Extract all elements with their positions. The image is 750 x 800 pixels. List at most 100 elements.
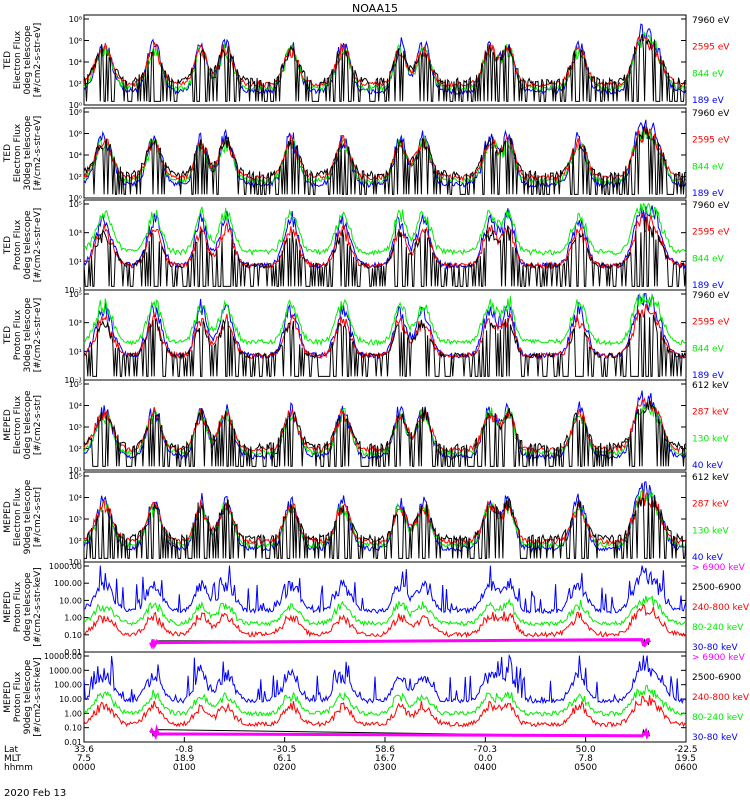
series-red	[83, 303, 687, 360]
legend-red: 2595 eV	[692, 136, 730, 146]
y-tick-label: 10²	[69, 173, 82, 182]
y-tick-label: 10⁻¹	[64, 286, 82, 295]
legend-black: 612 keV	[692, 473, 729, 483]
legend-red: 2595 eV	[692, 228, 730, 238]
y-tick-label: 0.01	[64, 738, 82, 747]
x-tick-label-hhmm: 0000	[73, 763, 96, 773]
x-tick-label-hhmm: 0200	[273, 763, 296, 773]
x-tick-label-hhmm: 0400	[474, 763, 497, 773]
y-tick-label: 10²	[69, 537, 82, 546]
plot-frame	[83, 14, 687, 106]
series-red	[83, 603, 687, 638]
y-tick-label: 10²	[69, 445, 82, 454]
series-blue	[83, 480, 687, 553]
y-tick-label: 10²	[69, 80, 82, 89]
y-axis-label: MEPED	[3, 409, 13, 441]
y-tick-label: 10⁴	[69, 58, 82, 67]
x-row-label: Lat	[4, 745, 19, 755]
legend-blue: 189 eV	[692, 281, 725, 291]
y-axis-label: 90deg telescope	[23, 479, 33, 554]
x-tick-label-mlt: 18.9	[174, 754, 194, 764]
y-tick-label: 10⁻¹	[64, 376, 82, 385]
legend-red: 2595 eV	[692, 318, 730, 328]
legend-red: 287 keV	[692, 500, 729, 510]
y-tick-label: 10³	[69, 423, 82, 432]
series-green	[83, 595, 687, 627]
panel-5: 10¹ 10² 10³ 10⁴ 10⁵ MEPED Electron Flux 0deg te…	[3, 379, 729, 475]
series-red	[83, 213, 687, 271]
x-row-label: hhmm	[4, 763, 33, 773]
y-axis-label: Electron Flux	[13, 123, 23, 182]
y-tick-label: 0.10	[64, 631, 82, 640]
x-tick-label-mlt: 0.0	[478, 754, 493, 764]
plot-frame	[83, 199, 687, 291]
y-axis-label: TED	[3, 236, 13, 255]
x-tick-label-mlt: 7.5	[77, 754, 91, 764]
series-green	[83, 684, 687, 717]
plot-frame	[83, 289, 687, 381]
y-axis-label: [#/cm2-s-str]	[33, 487, 43, 547]
panel-3: 10⁻¹ 10¹ 10³ 10⁵ TED Proton Flux 0deg telescop…	[3, 199, 730, 295]
y-tick-label: 10⁰	[69, 194, 82, 203]
x-tick-label-mlt: 6.1	[278, 754, 292, 764]
legend-blue: 189 eV	[692, 371, 725, 381]
series-magenta	[149, 637, 651, 650]
y-axis-label: Proton Flux	[13, 671, 23, 722]
x-tick-label-mlt: 19.5	[676, 754, 696, 764]
y-tick-label: 10⁵	[69, 380, 82, 389]
x-tick-label-lat: 50.0	[576, 745, 596, 755]
y-axis-label: 30deg telescope	[23, 297, 33, 372]
panel-4: 10⁻¹ 10¹ 10³ 10⁵ TED Proton Flux 30deg telesco…	[3, 289, 730, 385]
y-tick-label: 10⁰	[69, 101, 82, 110]
y-axis-label: [#/cm2-s-str-eV]	[33, 298, 43, 373]
y-axis-label: Proton Flux	[13, 581, 23, 632]
y-tick-label: 100.00	[54, 681, 82, 690]
y-axis-label: Electron Flux	[13, 395, 23, 454]
y-tick-label: 10¹	[69, 257, 82, 266]
y-tick-label: 10.00	[59, 695, 82, 704]
y-axis-label: Proton Flux	[13, 219, 23, 270]
y-axis-label: Electron Flux	[13, 30, 23, 89]
panel-8: 0.01 0.10 1.00 10.00 100.00 1000.00 10000.00 ME…	[3, 651, 750, 747]
y-axis-label: TED	[3, 51, 13, 70]
series-blue	[83, 203, 687, 271]
y-tick-label: 10³	[69, 319, 82, 328]
x-tick-label-lat: -30.5	[273, 745, 296, 755]
x-row-label: MLT	[4, 754, 22, 764]
y-tick-label: 10⁶	[69, 130, 82, 139]
legend-blue: 189 eV	[692, 189, 725, 199]
legend-black: 2500-6900	[692, 673, 741, 683]
legend-red: 240-800 keV	[692, 693, 750, 703]
series-red	[83, 36, 687, 89]
y-tick-label: 10⁴	[69, 402, 82, 411]
x-tick-label-hhmm: 0100	[173, 763, 196, 773]
y-tick-label: 10⁴	[69, 151, 82, 160]
legend-blue: 189 eV	[692, 96, 725, 106]
y-tick-label: 10.00	[59, 596, 82, 605]
series-blue	[83, 565, 687, 615]
legend-green: 844 eV	[692, 344, 725, 354]
series-green	[83, 202, 687, 257]
chart-title: NOAA15	[352, 2, 398, 15]
y-axis-label: 0deg telescope	[23, 572, 33, 642]
y-tick-label: 1.00	[64, 614, 82, 623]
series-magenta	[149, 724, 651, 741]
series-black	[83, 398, 687, 467]
y-axis-label: 30deg telescope	[23, 115, 33, 190]
plot-frame	[83, 471, 687, 563]
x-tick-label-lat: 58.6	[375, 745, 395, 755]
legend-green: 844 eV	[692, 162, 725, 172]
series-black	[83, 216, 687, 287]
y-axis-label: [#/cm2-s-str-eV]	[33, 23, 43, 98]
series-blue	[83, 653, 687, 705]
x-tick-label-hhmm: 0600	[675, 763, 698, 773]
y-tick-label: 10⁵	[69, 290, 82, 299]
legend-black: 2500-6900	[692, 583, 741, 593]
y-axis-label: TED	[3, 144, 13, 163]
y-tick-label: 10⁴	[69, 494, 82, 503]
series-black	[83, 124, 687, 195]
legend-black: 7960 eV	[692, 109, 730, 119]
